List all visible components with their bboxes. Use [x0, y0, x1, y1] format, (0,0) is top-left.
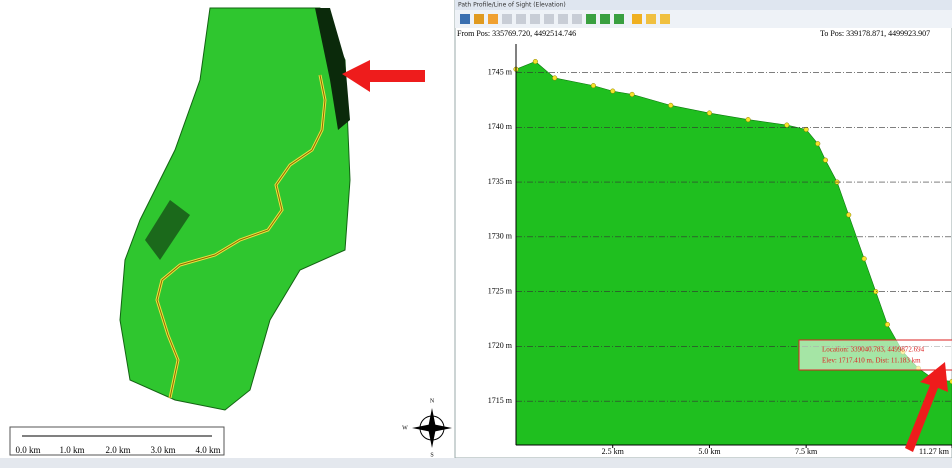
profile-point — [630, 92, 635, 97]
profile-point — [707, 111, 712, 116]
scale-label: 0.0 km — [15, 445, 40, 455]
status-bar — [0, 458, 952, 468]
y-tick-label: 1715 m — [488, 396, 513, 405]
profile-point — [862, 256, 867, 261]
profile-point — [823, 158, 828, 163]
toolbar-icons[interactable] — [460, 14, 670, 24]
profile-point — [610, 89, 615, 94]
tooltip: Location: 339040.783, 4499872.694 Elev: … — [799, 340, 952, 370]
profile-point — [746, 117, 751, 122]
from-pos: From Pos: 335769.720, 4492514.746 — [457, 29, 576, 38]
x-tick-label: 5.0 km — [698, 447, 721, 456]
y-tick-label: 1725 m — [488, 286, 513, 295]
tooltip-location: Location: 339040.783, 4499872.694 — [822, 346, 925, 354]
scale-label: 3.0 km — [150, 445, 175, 455]
tooltip-box — [799, 340, 952, 370]
profile-point — [533, 59, 538, 64]
profile-point — [873, 289, 878, 294]
compass-n: N — [430, 398, 435, 404]
profile-point — [815, 141, 820, 146]
x-tick-label: 7.5 km — [795, 447, 818, 456]
profile-point — [804, 127, 809, 132]
x-tick-label: 2.5 km — [602, 447, 625, 456]
profile-point — [668, 103, 673, 108]
profile-point — [846, 213, 851, 218]
x-tick-label: 11.27 km — [919, 447, 950, 456]
scale-label: 2.0 km — [105, 445, 130, 455]
compass-w: W — [402, 425, 408, 431]
compass-s: S — [430, 452, 433, 458]
scale-label: 1.0 km — [59, 445, 84, 455]
window-title: Path Profile/Line of Sight (Elevation) — [458, 2, 566, 9]
toolbar — [455, 10, 952, 28]
y-tick-label: 1740 m — [488, 122, 513, 131]
y-tick-label: 1730 m — [488, 232, 513, 241]
screenshot: 0.0 km 1.0 km 2.0 km 3.0 km 4.0 km N S E… — [0, 0, 952, 468]
profile-point — [885, 322, 890, 327]
profile-point — [552, 76, 557, 81]
scale-label: 4.0 km — [195, 445, 220, 455]
y-tick-label: 1720 m — [488, 341, 513, 350]
y-tick-label: 1735 m — [488, 177, 513, 186]
profile-point — [785, 123, 790, 128]
y-tick-label: 1745 m — [488, 67, 513, 76]
to-pos: To Pos: 339178.871, 4499923.907 — [820, 29, 930, 38]
profile-point — [591, 83, 596, 88]
tooltip-elevation: Elev: 1717.410 m, Dist: 11.183 km — [822, 357, 921, 365]
